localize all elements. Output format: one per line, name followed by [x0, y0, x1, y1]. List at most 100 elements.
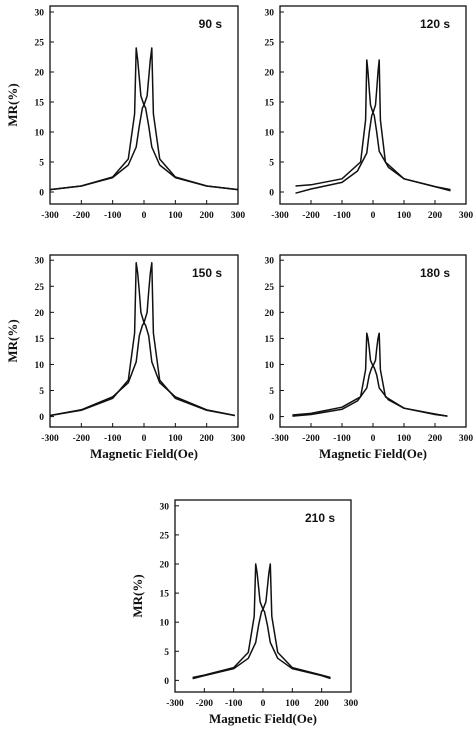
mr-curve-sweep-2: [49, 47, 239, 191]
chart-panel-2: -300 -200 -100 0 100 200 300 0 5 10 15 20 25 30 120 s: [265, 5, 474, 221]
x-axis-label: Magnetic Field(Oe): [90, 446, 198, 461]
x-tick-label: -300: [166, 699, 184, 709]
x-tick-label: 200: [428, 211, 443, 221]
x-tick-label: 0: [261, 699, 266, 709]
y-tick-label: 10: [35, 361, 45, 371]
y-tick-label: 10: [265, 129, 275, 139]
x-tick-label: -300: [41, 211, 59, 221]
y-tick-label: 30: [265, 257, 275, 267]
mr-curve-sweep-2: [295, 59, 451, 194]
y-tick-label: 30: [265, 9, 275, 19]
x-tick-label: 300: [344, 699, 359, 709]
x-tick-label: -100: [333, 434, 351, 444]
y-tick-label: 20: [265, 309, 275, 319]
x-tick-label: 200: [428, 434, 443, 444]
x-tick-label: 200: [315, 699, 330, 709]
y-tick-label: 5: [269, 159, 274, 169]
y-tick-label: 5: [39, 387, 44, 397]
y-axis-label: MR(%): [5, 319, 20, 362]
x-tick-label: 100: [285, 699, 300, 709]
x-tick-label: -100: [225, 699, 243, 709]
chart-panel-4: -300 -200 -100 0 100 200 300 0 5 10 15 20 25 30 180 s M…: [265, 254, 474, 461]
x-tick-label: -200: [73, 434, 91, 444]
mr-curve-sweep-1: [49, 47, 239, 191]
mr-curve-sweep-1: [49, 262, 236, 417]
plot-frame: [174, 499, 352, 693]
y-tick-label: 0: [164, 677, 169, 687]
x-tick-label: 300: [459, 211, 474, 221]
y-tick-label: 5: [164, 648, 169, 658]
x-tick-label: 300: [231, 434, 246, 444]
y-tick-label: 30: [160, 502, 170, 512]
annotation-label: 180 s: [420, 266, 450, 280]
x-tick-label: -100: [333, 211, 351, 221]
y-tick-label: 20: [35, 309, 45, 319]
y-tick-label: 15: [265, 99, 275, 109]
y-axis-label: MR(%): [5, 83, 20, 126]
plot-frame: [279, 5, 467, 205]
y-tick-label: 30: [35, 9, 45, 19]
x-tick-label: 0: [371, 211, 376, 221]
y-tick-label: 25: [265, 283, 275, 293]
y-tick-label: 15: [265, 335, 275, 345]
y-tick-label: 0: [39, 189, 44, 199]
x-tick-label: 100: [397, 434, 412, 444]
x-axis-label: Magnetic Field(Oe): [209, 711, 317, 726]
x-tick-label: 300: [231, 211, 246, 221]
x-tick-label: -100: [104, 434, 122, 444]
chart-panel-5: -300 -200 -100 0 100 200 300 0 5 10 15 20 25 30 210 s M…: [130, 499, 359, 726]
x-tick-label: -200: [302, 211, 320, 221]
y-tick-label: 25: [35, 283, 45, 293]
x-tick-label: 100: [397, 211, 412, 221]
mr-curve-sweep-1: [295, 59, 451, 192]
x-tick-label: -300: [271, 434, 289, 444]
mr-curve-sweep-1: [192, 563, 331, 680]
y-tick-label: 0: [39, 413, 44, 423]
mr-curve-sweep-2: [49, 262, 236, 417]
annotation-label: 120 s: [420, 17, 450, 31]
x-tick-label: 0: [142, 434, 147, 444]
annotation-label: 210 s: [305, 511, 335, 525]
plot-frame: [279, 254, 467, 428]
x-tick-label: -300: [271, 211, 289, 221]
x-tick-label: 100: [168, 434, 183, 444]
x-axis-label: Magnetic Field(Oe): [319, 446, 427, 461]
y-tick-label: 25: [265, 39, 275, 49]
mr-curve-sweep-2: [192, 563, 331, 680]
x-tick-label: 200: [200, 211, 215, 221]
x-tick-label: 0: [142, 211, 147, 221]
y-tick-label: 15: [35, 335, 45, 345]
x-tick-label: 100: [168, 211, 183, 221]
x-tick-label: 300: [459, 434, 474, 444]
x-tick-label: 0: [371, 434, 376, 444]
annotation-label: 150 s: [192, 266, 222, 280]
x-tick-label: -200: [196, 699, 214, 709]
y-tick-label: 15: [160, 590, 170, 600]
x-tick-label: -200: [73, 211, 91, 221]
annotation-label: 90 s: [199, 17, 223, 31]
y-tick-label: 15: [35, 99, 45, 109]
y-tick-label: 25: [35, 39, 45, 49]
y-tick-label: 20: [160, 561, 170, 571]
y-tick-label: 0: [269, 413, 274, 423]
x-tick-label: -100: [104, 211, 122, 221]
y-tick-label: 20: [265, 69, 275, 79]
y-axis-label: MR(%): [130, 574, 145, 617]
chart-panel-3: -300 -200 -100 0 100 200 300 0 5 10 15 20 25 30 150 s M…: [5, 254, 246, 461]
x-tick-label: -200: [302, 434, 320, 444]
y-tick-label: 5: [269, 387, 274, 397]
y-tick-label: 0: [269, 189, 274, 199]
y-tick-label: 30: [35, 257, 45, 267]
x-tick-label: 200: [200, 434, 215, 444]
y-tick-label: 5: [39, 159, 44, 169]
y-tick-label: 10: [160, 619, 170, 629]
y-tick-label: 25: [160, 531, 170, 541]
x-tick-label: -300: [41, 434, 59, 444]
plot-frame: [49, 254, 239, 428]
y-tick-label: 20: [35, 69, 45, 79]
chart-panel-1: -300 -200 -100 0 100 200 300 0 5 10 15 20 25 30 90 s MR…: [5, 5, 246, 221]
mr-curve-sweep-2: [292, 332, 448, 417]
y-tick-label: 10: [265, 361, 275, 371]
y-tick-label: 10: [35, 129, 45, 139]
